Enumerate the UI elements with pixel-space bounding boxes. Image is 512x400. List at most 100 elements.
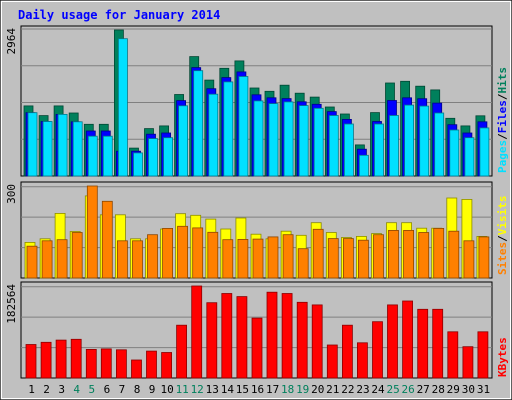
bar-pages-day-7 bbox=[118, 38, 128, 177]
bar-kbytes-day-16 bbox=[251, 317, 263, 379]
y-max-label: 300 bbox=[5, 184, 18, 204]
bar-sites-day-14 bbox=[222, 239, 234, 279]
y-axis-legend-text: Pages/Files/Hits bbox=[496, 67, 509, 173]
bar-kbytes-day-9 bbox=[146, 350, 157, 379]
x-tick-label-day-21: 21 bbox=[326, 383, 339, 396]
bar-sites-day-4 bbox=[71, 232, 83, 279]
bar-pages-day-14 bbox=[223, 81, 234, 177]
bar-kbytes-day-14 bbox=[221, 293, 233, 379]
bar-sites-day-20 bbox=[312, 228, 324, 279]
y-axis-label-separator: / bbox=[496, 93, 509, 100]
bar-sites-day-1 bbox=[26, 245, 38, 279]
bar-kbytes-day-27 bbox=[417, 308, 429, 379]
bar-kbytes-day-18 bbox=[281, 293, 293, 379]
x-tick-label-day-30: 30 bbox=[462, 383, 475, 396]
bar-sites-day-6 bbox=[101, 200, 113, 279]
x-tick-label-day-13: 13 bbox=[206, 383, 219, 396]
y-axis-label-files: Files bbox=[496, 100, 509, 133]
bar-sites-day-9 bbox=[147, 234, 158, 279]
y-axis-label-separator: / bbox=[496, 133, 509, 140]
x-tick-label-day-23: 23 bbox=[356, 383, 369, 396]
y-max-label: 182564 bbox=[5, 284, 18, 324]
y-axis-label-hits: Hits bbox=[496, 67, 509, 94]
bar-sites-day-28 bbox=[433, 227, 445, 279]
bar-sites-day-16 bbox=[252, 238, 264, 279]
bar-kbytes-day-1 bbox=[25, 344, 37, 379]
x-tick-label-day-29: 29 bbox=[447, 383, 460, 396]
bar-sites-day-2 bbox=[41, 240, 53, 279]
panel-kbytes: 182564 bbox=[5, 281, 493, 379]
bar-pages-day-30 bbox=[464, 137, 475, 177]
x-tick-label-day-27: 27 bbox=[417, 383, 430, 396]
bar-sites-day-25 bbox=[388, 229, 399, 279]
bar-kbytes-day-28 bbox=[432, 308, 444, 379]
bar-sites-day-3 bbox=[56, 239, 68, 279]
bar-pages-day-31 bbox=[479, 127, 490, 177]
x-tick-label-day-4: 4 bbox=[73, 383, 80, 396]
bar-sites-day-22 bbox=[342, 238, 354, 279]
bar-pages-day-24 bbox=[374, 123, 384, 177]
bar-pages-day-20 bbox=[313, 107, 324, 177]
x-tick-label-day-22: 22 bbox=[341, 383, 354, 396]
bar-kbytes-day-8 bbox=[131, 359, 142, 379]
y-axis-label-visits: Visits bbox=[496, 196, 509, 236]
bar-sites-day-29 bbox=[448, 230, 460, 279]
bar-kbytes-day-29 bbox=[447, 331, 459, 379]
y-axis-label-pages: Pages bbox=[496, 140, 509, 173]
bar-pages-day-27 bbox=[419, 105, 430, 177]
bar-kbytes-day-3 bbox=[55, 339, 67, 379]
bar-pages-day-23 bbox=[358, 154, 369, 177]
bar-kbytes-day-11 bbox=[176, 324, 188, 379]
bar-sites-day-31 bbox=[478, 236, 490, 279]
bar-sites-day-11 bbox=[177, 225, 189, 279]
x-tick-label-day-3: 3 bbox=[58, 383, 65, 396]
x-tick-label-day-6: 6 bbox=[104, 383, 111, 396]
bar-sites-day-12 bbox=[192, 227, 204, 279]
panel-hits-files-pages: 2964 bbox=[5, 25, 493, 177]
bar-sites-day-10 bbox=[162, 227, 174, 279]
x-tick-label-day-16: 16 bbox=[251, 383, 264, 396]
bar-sites-day-26 bbox=[403, 229, 415, 279]
bar-kbytes-day-4 bbox=[70, 338, 82, 379]
bar-pages-day-5 bbox=[87, 135, 98, 177]
bar-pages-day-26 bbox=[404, 104, 415, 177]
bar-kbytes-day-22 bbox=[341, 324, 353, 379]
bar-pages-day-17 bbox=[268, 103, 279, 177]
bar-pages-day-19 bbox=[298, 105, 309, 177]
bar-kbytes-day-13 bbox=[206, 302, 218, 379]
x-tick-label-day-19: 19 bbox=[296, 383, 309, 396]
bar-kbytes-day-25 bbox=[387, 304, 398, 379]
y-axis-label-sites: Sites bbox=[496, 242, 509, 275]
bar-pages-day-10 bbox=[163, 137, 174, 177]
bar-sites-day-23 bbox=[357, 239, 369, 279]
x-tick-label-day-15: 15 bbox=[236, 383, 249, 396]
bar-pages-day-12 bbox=[193, 70, 204, 177]
x-tick-label-day-24: 24 bbox=[371, 383, 385, 396]
bar-kbytes-day-30 bbox=[462, 346, 474, 379]
x-tick-label-day-12: 12 bbox=[191, 383, 204, 396]
y-axis-label-separator: / bbox=[496, 235, 509, 242]
bar-pages-day-29 bbox=[449, 129, 460, 177]
bar-pages-day-21 bbox=[328, 115, 339, 177]
x-tick-label-day-26: 26 bbox=[401, 383, 414, 396]
y-axis-label-kbytes: KBytes bbox=[496, 337, 509, 377]
bar-kbytes-day-19 bbox=[296, 301, 308, 379]
bar-sites-day-27 bbox=[418, 232, 430, 279]
bar-kbytes-day-12 bbox=[191, 285, 203, 379]
bar-sites-day-15 bbox=[237, 238, 249, 279]
bar-pages-day-2 bbox=[42, 121, 53, 177]
x-tick-label-day-8: 8 bbox=[134, 383, 141, 396]
bar-pages-day-13 bbox=[208, 93, 219, 177]
bar-kbytes-day-21 bbox=[326, 344, 338, 379]
bar-sites-day-30 bbox=[463, 240, 475, 279]
y-max-label: 2964 bbox=[5, 28, 18, 55]
x-tick-label-day-17: 17 bbox=[266, 383, 279, 396]
bar-kbytes-day-6 bbox=[100, 348, 112, 379]
bar-sites-day-21 bbox=[327, 238, 339, 279]
bar-sites-day-17 bbox=[267, 236, 279, 279]
x-tick-label-day-31: 31 bbox=[477, 383, 490, 396]
bar-pages-day-4 bbox=[72, 121, 83, 177]
